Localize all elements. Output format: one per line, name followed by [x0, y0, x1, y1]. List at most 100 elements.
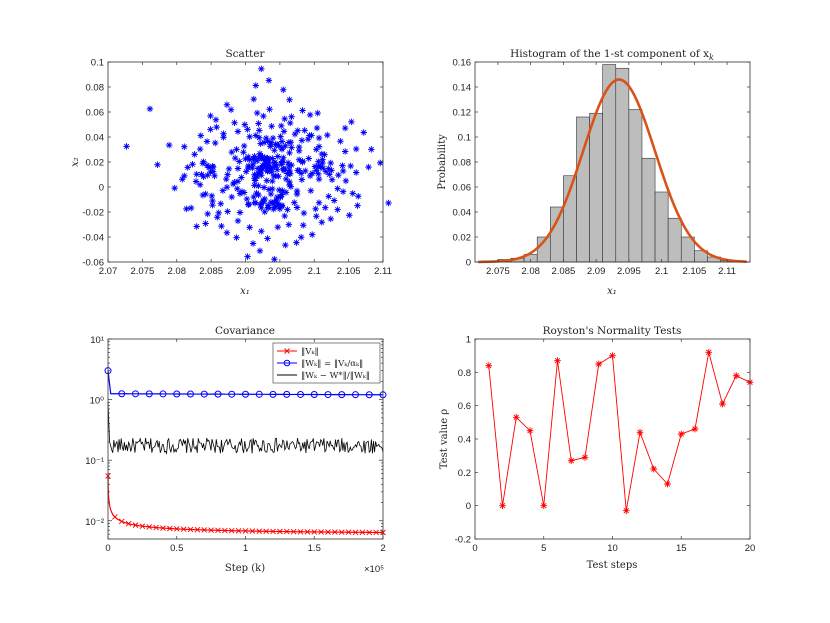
w-norm-marker: [297, 390, 304, 398]
scatter-point: [339, 162, 346, 169]
covariance-panel: Covariance Step (k) ×10⁵ 0 0.5 1 1.5 2 10⁻² 10…: [85, 325, 387, 575]
scatter-point: [260, 139, 268, 146]
scatter-point: [207, 112, 214, 120]
scatter-point: [189, 161, 196, 168]
royston-xlabel: Test steps: [587, 560, 638, 571]
w-norm-marker: [310, 391, 318, 399]
scatter-point: [278, 202, 286, 209]
scatter-point: [260, 184, 268, 191]
scatter-point: [308, 170, 316, 177]
scatter-point: [246, 163, 253, 171]
v-norm-line: [107, 475, 384, 534]
scatter-point: [181, 143, 188, 150]
royston-point: [705, 348, 713, 356]
w-norm-marker: [365, 391, 373, 399]
v-norm-marker: [256, 528, 263, 535]
scatter-point: [249, 160, 257, 168]
w-norm-marker: [200, 390, 208, 398]
scatter-point: [245, 201, 252, 208]
histogram-bar: [549, 206, 564, 263]
royston-point: [609, 352, 616, 360]
v-norm-marker: [194, 526, 201, 533]
scatter-point: [260, 112, 267, 120]
royston-ytick-label: 0.6: [458, 401, 471, 412]
v-norm-marker: [311, 529, 318, 535]
scatter-point: [279, 187, 286, 194]
histogram-xtick-label: 2.105: [682, 266, 706, 277]
scatter-point: [352, 145, 360, 153]
scatter-point: [273, 193, 281, 201]
covariance-ytick-label: 10⁻¹: [85, 456, 104, 467]
scatter-point: [342, 177, 350, 185]
histogram-ytick-label: 0.14: [453, 83, 472, 94]
scatter-point: [312, 205, 319, 213]
scatter-point: [267, 143, 274, 150]
scatter-point: [315, 199, 323, 206]
w-norm-marker: [159, 390, 167, 398]
scatter-point: [251, 153, 258, 160]
v-norm-marker: [366, 529, 373, 536]
scatter-point: [280, 128, 288, 135]
v-norm-marker: [187, 526, 194, 533]
histogram-ytick-label: 0.04: [453, 208, 472, 219]
relative-error-line: [107, 402, 384, 455]
v-norm-marker: [242, 528, 249, 534]
scatter-point: [273, 196, 280, 204]
w-norm-marker: [118, 390, 126, 398]
scatter-point: [263, 177, 271, 184]
scatter-xtick-label: 2.085: [199, 266, 223, 277]
scatter-point: [328, 167, 335, 174]
scatter-point: [209, 163, 216, 170]
histogram-ytick-label: 0.08: [453, 158, 472, 169]
scatter-point: [278, 161, 285, 168]
scatter-point: [231, 154, 239, 162]
scatter-point: [199, 160, 207, 167]
v-norm-marker: [235, 527, 242, 534]
scatter-point: [214, 214, 221, 221]
scatter-point: [258, 200, 265, 207]
histogram-xtick-label: 2.08: [521, 266, 540, 277]
scatter-point: [249, 240, 257, 247]
covariance-title: Covariance: [215, 325, 275, 337]
scatter-point: [368, 146, 375, 153]
histogram-bar: [628, 109, 643, 263]
scatter-point: [299, 158, 306, 166]
scatter-point: [220, 130, 227, 137]
scatter-point: [233, 234, 240, 241]
scatter-point: [258, 167, 265, 175]
scatter-point: [264, 168, 271, 175]
histogram-xtick-label: 2.075: [486, 266, 510, 277]
scatter-point: [204, 172, 211, 179]
scatter-point: [278, 158, 286, 165]
scatter-point: [281, 212, 288, 220]
scatter-point: [231, 119, 238, 126]
scatter-point: [319, 156, 326, 163]
scatter-point: [240, 149, 247, 156]
scatter-point: [325, 165, 332, 172]
scatter-point: [261, 208, 268, 216]
histogram-panel: Histogram of the 1-st component of xk x₁…: [437, 48, 751, 297]
scatter-point: [299, 107, 306, 114]
scatter-point: [339, 188, 347, 195]
scatter-point: [211, 172, 218, 180]
scatter-point: [286, 149, 293, 157]
scatter-point: [236, 209, 244, 216]
scatter-point: [204, 210, 211, 218]
v-norm-marker: [160, 525, 166, 531]
histogram-ytick-label: 0.16: [453, 58, 472, 69]
scatter-point: [251, 171, 258, 178]
scatter-point: [238, 174, 245, 181]
scatter-point: [293, 239, 300, 246]
royston-point: [499, 502, 506, 510]
scatter-xtick-label: 2.095: [268, 266, 292, 277]
scatter-point: [249, 164, 256, 172]
scatter-point: [273, 166, 281, 173]
royston-ytick-label: 0.8: [458, 368, 471, 379]
scatter-point: [253, 109, 261, 117]
royston-point: [677, 430, 685, 438]
v-norm-marker: [297, 528, 304, 535]
scatter-point: [298, 176, 306, 183]
royston-title: Royston's Normality Tests: [543, 325, 682, 337]
scatter-point: [291, 199, 298, 206]
w-norm-marker: [283, 390, 291, 398]
